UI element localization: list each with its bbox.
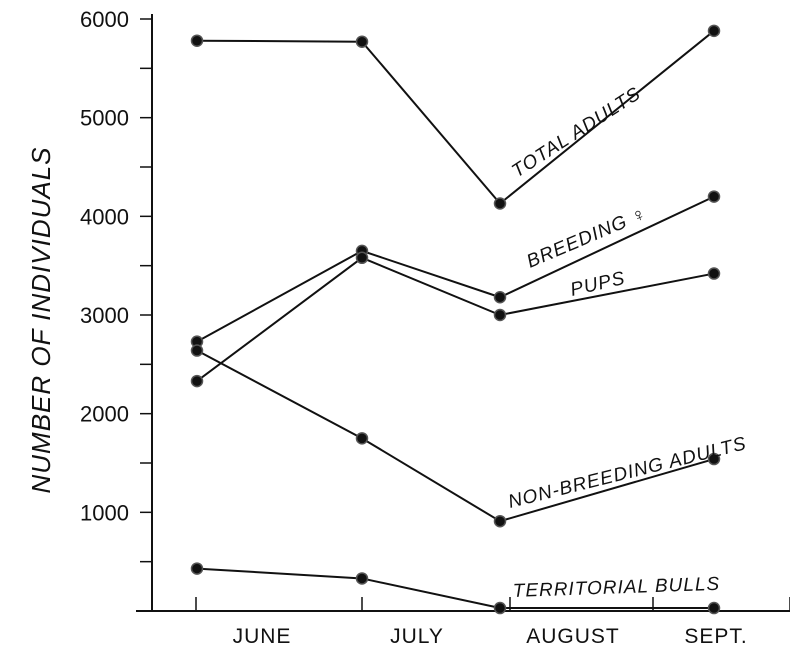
- data-point: [493, 290, 507, 304]
- y-tick-label: 3000: [80, 303, 129, 328]
- y-tick-label: 1000: [80, 500, 129, 525]
- y-tick-label: 6000: [80, 7, 129, 32]
- data-point: [707, 24, 721, 38]
- data-point: [355, 35, 369, 48]
- series-line: [196, 256, 715, 382]
- data-point: [493, 308, 507, 322]
- data-point: [493, 197, 507, 210]
- x-category-label: JUNE: [233, 625, 292, 648]
- y-tick-label: 4000: [80, 204, 129, 229]
- data-point: [355, 572, 369, 585]
- series-line: [196, 195, 715, 343]
- y-tick-label: 2000: [80, 402, 129, 427]
- series-label: TERRITORIAL BULLS: [512, 574, 720, 602]
- x-ticks: JUNE JULY AUGUST SEPT.: [195, 597, 790, 648]
- x-category-label: JULY: [390, 625, 444, 648]
- data-point: [707, 190, 721, 203]
- data-point: [190, 34, 204, 47]
- series-2: PUPS: [190, 251, 721, 388]
- data-point: [707, 601, 721, 615]
- axes: [136, 14, 790, 612]
- series-1: BREEDING ♀: [190, 190, 721, 348]
- x-category-label: AUGUST: [526, 625, 620, 648]
- series-line: [196, 567, 714, 610]
- y-tick-label: 5000: [80, 106, 129, 131]
- data-point: [190, 374, 204, 388]
- data-point: [355, 251, 369, 265]
- data-point: [707, 267, 721, 280]
- series-label: TOTAL ADULTS: [508, 83, 645, 182]
- series-group: TOTAL ADULTS BREEDING ♀PUPS NON-BREEDING A…: [190, 24, 749, 615]
- series-4: TERRITORIAL BULLS: [190, 562, 721, 615]
- data-point: [707, 452, 721, 466]
- data-point: [190, 562, 204, 575]
- series-label: BREEDING ♀: [524, 203, 651, 273]
- series-label: NON-BREEDING ADULTS: [506, 433, 749, 513]
- series-0: TOTAL ADULTS: [190, 24, 721, 210]
- y-ticks: 1000 2000 3000 4000 5000 6000: [80, 7, 152, 563]
- y-axis-label: NUMBER OF INDIVIDUALS: [26, 146, 56, 493]
- series-3: NON-BREEDING ADULTS: [190, 344, 749, 528]
- data-point: [493, 601, 507, 615]
- x-category-label: SEPT.: [684, 625, 747, 648]
- data-point: [355, 432, 369, 445]
- series-line: [196, 30, 715, 205]
- data-point: [190, 344, 204, 357]
- data-point: [493, 514, 507, 528]
- series-line: [196, 349, 715, 523]
